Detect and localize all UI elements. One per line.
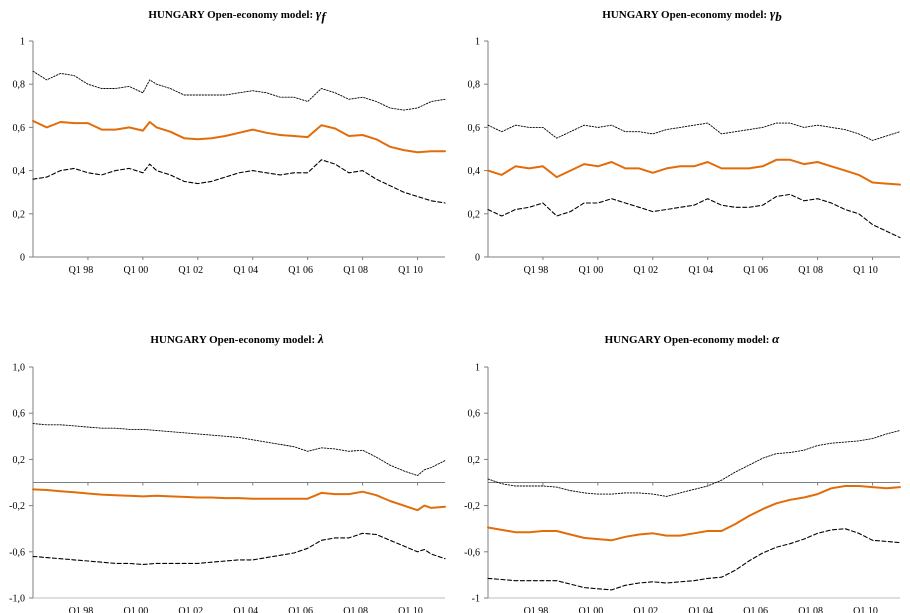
series-line-central (487, 158, 901, 186)
series-line-central (487, 485, 901, 542)
series-line-lower-band (487, 193, 901, 239)
series-line-upper-band (32, 70, 446, 111)
chart-title-subscript: b (775, 9, 782, 24)
y-tick-label: -0,2 (464, 501, 480, 512)
y-tick-label: 0,8 (468, 80, 481, 91)
x-tick-label: Q1 00 (123, 606, 148, 613)
chart-title-text: HUNGARY Open-economy model: (150, 334, 318, 346)
chart-title-symbol: γ (316, 6, 322, 21)
y-tick-label: -0,2 (9, 501, 25, 512)
x-tick-label: Q1 04 (688, 265, 713, 276)
series-line-central (32, 488, 446, 512)
chart-panel-lambda: HUNGARY Open-economy model: λ -1,0 -0,6 -0,… (0, 306, 455, 613)
series-line-upper-band (487, 122, 901, 141)
y-tick-label: -1,0 (9, 594, 25, 605)
x-tick-label: Q1 08 (798, 265, 823, 276)
y-tick-label: 0,2 (13, 209, 26, 220)
series-line-upper-band (32, 423, 446, 477)
x-tick-label: Q1 98 (524, 265, 549, 276)
chart-title: HUNGARY Open-economy model: γf (148, 6, 327, 24)
x-tick-label: Q1 10 (398, 265, 423, 276)
x-tick-label: Q1 06 (288, 606, 313, 613)
x-tick-label: Q1 10 (398, 606, 423, 613)
y-tick-label: 1,0 (13, 363, 26, 374)
x-tick-label: Q1 02 (633, 265, 658, 276)
chart-title-text: HUNGARY Open-economy model: (602, 9, 770, 21)
chart-lambda: HUNGARY Open-economy model: λ -1,0 -0,6 -0,… (9, 331, 446, 613)
y-tick-label: 0,2 (13, 455, 26, 466)
x-tick-label: Q1 98 (69, 265, 94, 276)
y-tick-label: 0,8 (13, 80, 26, 91)
x-tick-label: Q1 08 (343, 265, 368, 276)
y-tick-label: -0,6 (464, 547, 480, 558)
series-line-lower-band (487, 528, 901, 591)
chart-title-symbol: λ (317, 331, 324, 346)
x-tick-label: Q1 06 (743, 265, 768, 276)
y-tick-label: 0,6 (468, 123, 481, 134)
y-tick-label: -0,6 (9, 547, 25, 558)
x-tick-label: Q1 02 (178, 265, 203, 276)
x-tick-label: Q1 02 (178, 606, 203, 613)
y-tick-label: 0,6 (13, 409, 26, 420)
y-tick-label: 0,4 (468, 166, 481, 177)
y-tick-label: 0 (475, 253, 480, 264)
x-tick-label: Q1 10 (853, 606, 878, 613)
y-tick-label: 1 (475, 363, 480, 374)
chart-title-subscript: f (321, 9, 327, 24)
x-tick-label: Q1 00 (578, 265, 603, 276)
series-line-upper-band (487, 430, 901, 497)
chart-gamma-b: HUNGARY Open-economy model: γb 0 0,2 0,4 0,6… (468, 6, 901, 276)
chart-alpha: HUNGARY Open-economy model: α -1 -0,6 -0,2 0… (464, 331, 901, 613)
x-tick-label: Q1 98 (524, 606, 549, 613)
chart-title-text: HUNGARY Open-economy model: (605, 334, 773, 346)
x-tick-label: Q1 00 (123, 265, 148, 276)
series-line-central (32, 119, 446, 154)
x-tick-label: Q1 10 (853, 265, 878, 276)
x-tick-label: Q1 02 (633, 606, 658, 613)
y-tick-label: 1 (475, 37, 480, 48)
x-tick-label: Q1 04 (233, 606, 258, 613)
y-tick-label: 0,6 (468, 409, 481, 420)
chart-title-symbol: γ (770, 6, 776, 21)
y-tick-label: 0,2 (468, 455, 481, 466)
series-line-lower-band (32, 159, 446, 204)
y-tick-label: 1 (20, 37, 25, 48)
chart-title: HUNGARY Open-economy model: λ (150, 331, 324, 346)
x-tick-label: Q1 08 (343, 606, 368, 613)
y-tick-label: 0,4 (13, 166, 26, 177)
x-tick-label: Q1 04 (233, 265, 258, 276)
chart-title-text: HUNGARY Open-economy model: (148, 9, 316, 21)
x-tick-label: Q1 00 (578, 606, 603, 613)
chart-panel-gamma-b: HUNGARY Open-economy model: γb 0 0,2 0,4 0,6… (455, 0, 910, 306)
chart-panel-alpha: HUNGARY Open-economy model: α -1 -0,6 -0,2 0… (455, 306, 910, 613)
x-tick-label: Q1 06 (288, 265, 313, 276)
chart-panel-gamma-f: HUNGARY Open-economy model: γf 0 0,2 0,4 0,6… (0, 0, 455, 306)
x-tick-label: Q1 04 (688, 606, 713, 613)
series-line-lower-band (32, 532, 446, 566)
x-tick-label: Q1 98 (69, 606, 94, 613)
chart-title: HUNGARY Open-economy model: γb (602, 6, 782, 24)
y-tick-label: 0,2 (468, 209, 481, 220)
chart-title-symbol: α (772, 331, 780, 346)
y-tick-label: 0,6 (13, 123, 26, 134)
y-tick-label: 0 (20, 253, 25, 264)
y-tick-label: -1 (472, 594, 480, 605)
x-tick-label: Q1 08 (798, 606, 823, 613)
chart-gamma-f: HUNGARY Open-economy model: γf 0 0,2 0,4 0,6… (13, 6, 446, 276)
chart-title: HUNGARY Open-economy model: α (605, 331, 781, 346)
x-tick-label: Q1 06 (743, 606, 768, 613)
